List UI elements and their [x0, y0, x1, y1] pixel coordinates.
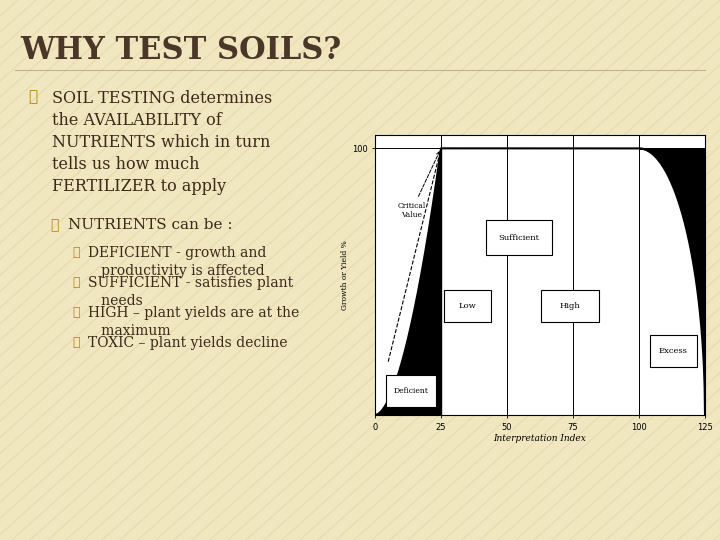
- Text: ⚒: ⚒: [72, 276, 79, 289]
- FancyBboxPatch shape: [444, 289, 491, 322]
- Text: ⚒: ⚒: [72, 246, 79, 259]
- Text: ⚒: ⚒: [72, 336, 79, 349]
- Text: ⚒: ⚒: [50, 218, 58, 232]
- FancyBboxPatch shape: [541, 289, 599, 322]
- Text: Deficient: Deficient: [393, 387, 428, 395]
- X-axis label: Interpretation Index: Interpretation Index: [494, 434, 586, 443]
- FancyBboxPatch shape: [486, 220, 552, 255]
- Text: Sufficient: Sufficient: [498, 234, 539, 242]
- Text: HIGH – plant yields are at the
   maximum: HIGH – plant yields are at the maximum: [88, 306, 300, 339]
- Text: NUTRIENTS can be :: NUTRIENTS can be :: [68, 218, 233, 232]
- Text: NUTRIENTS which in turn: NUTRIENTS which in turn: [52, 134, 271, 151]
- Text: tells us how much: tells us how much: [52, 156, 199, 173]
- Text: FERTILIZER to apply: FERTILIZER to apply: [52, 178, 226, 195]
- Text: TOXIC – plant yields decline: TOXIC – plant yields decline: [88, 336, 287, 350]
- Text: Mild
Toxicity: Mild Toxicity: [675, 157, 704, 173]
- FancyBboxPatch shape: [649, 335, 697, 367]
- Text: High: High: [560, 302, 581, 309]
- Text: DEFICIENT - growth and
   productivity is affected: DEFICIENT - growth and productivity is a…: [88, 246, 266, 279]
- Y-axis label: Growth or Yield %: Growth or Yield %: [341, 240, 348, 310]
- Text: SUFFICIENT - satisfies plant
   needs: SUFFICIENT - satisfies plant needs: [88, 276, 293, 308]
- Text: SOIL TESTING determines: SOIL TESTING determines: [52, 90, 272, 107]
- Text: Low: Low: [459, 302, 476, 309]
- Text: WHY TEST SOILS?: WHY TEST SOILS?: [20, 35, 341, 66]
- Text: the AVAILABILITY of: the AVAILABILITY of: [52, 112, 222, 129]
- Text: Excess: Excess: [659, 347, 688, 355]
- FancyBboxPatch shape: [386, 375, 436, 407]
- Text: ⚒: ⚒: [28, 90, 37, 104]
- Text: ⚒: ⚒: [72, 306, 79, 319]
- Text: Critical
Value: Critical Value: [398, 152, 439, 219]
